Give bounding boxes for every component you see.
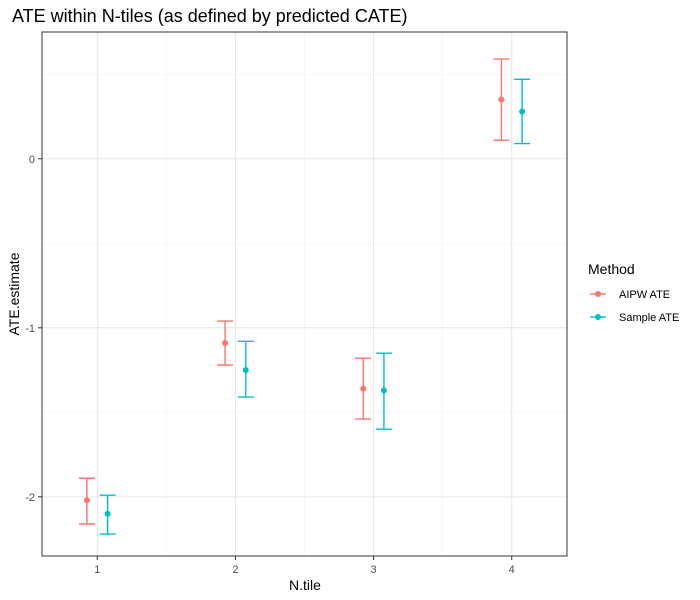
data-point [360, 385, 367, 392]
y-tick-label: 0 [29, 154, 35, 166]
data-point [519, 108, 526, 115]
legend-title: Method [588, 261, 635, 277]
x-tick-label: 4 [509, 564, 515, 576]
data-point [380, 387, 387, 394]
chart-title: ATE within N-tiles (as defined by predic… [12, 6, 407, 26]
y-axis-label: ATE.estimate [6, 252, 22, 335]
x-axis-label: N.tile [289, 577, 321, 593]
legend-item: Sample ATE [590, 312, 679, 324]
panel-border [41, 31, 568, 557]
legend-label: AIPW ATE [619, 289, 670, 301]
y-axis: -2 -1 0 [25, 154, 42, 504]
legend-key-point [595, 314, 601, 320]
x-tick-label: 1 [94, 564, 100, 576]
data-point [242, 367, 249, 374]
data-point [222, 340, 229, 347]
legend-item: AIPW ATE [590, 289, 670, 301]
data-point [104, 510, 111, 517]
y-tick-label: -2 [25, 492, 35, 504]
legend-label: Sample ATE [619, 312, 679, 324]
legend: Method AIPW ATE Sample ATE [588, 261, 679, 324]
data-point [498, 96, 505, 103]
legend-key-point [595, 291, 601, 297]
x-axis: 1 2 3 4 [94, 556, 515, 576]
data-point [83, 497, 90, 504]
x-tick-label: 3 [371, 564, 377, 576]
x-tick-label: 2 [232, 564, 238, 576]
y-tick-label: -1 [25, 323, 35, 335]
grid-minor [42, 32, 567, 556]
points [83, 96, 526, 517]
grid-major [42, 32, 567, 556]
